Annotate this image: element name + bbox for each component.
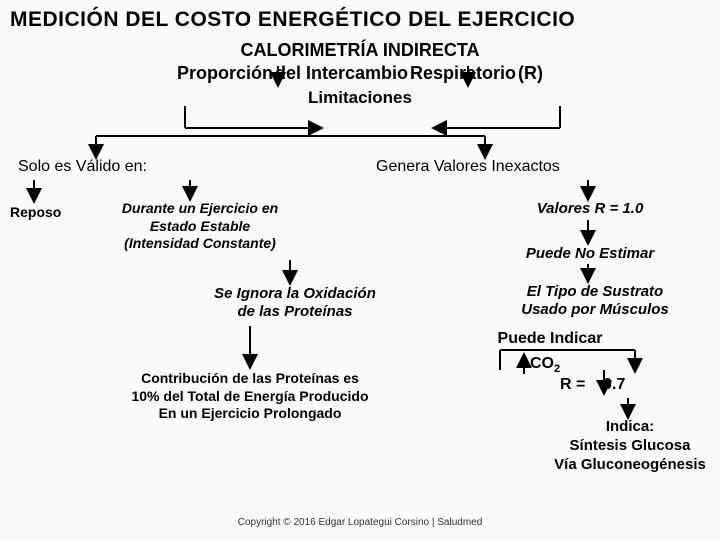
valores-r: Valores R = 1.0 [490, 200, 690, 217]
contrib-block: Contribución de las Proteínas es 10% del… [80, 370, 420, 423]
sub2-d: (R) [518, 63, 543, 83]
valid-label: Solo es Válido en: [18, 158, 147, 176]
indica-l2: Síntesis Glucosa [540, 437, 720, 456]
durante-l1: Durante un Ejercicio en [90, 200, 310, 218]
limitations-label: Limitaciones [0, 88, 720, 108]
sub2-b: del Intercambio [275, 63, 408, 83]
durante-block: Durante un Ejercicio en Estado Estable (… [90, 200, 310, 253]
contrib-l1: Contribución de las Proteínas es [80, 370, 420, 388]
subtitle-proporcion: Proporcióndel IntercambioRespiratorio(R) [0, 63, 720, 84]
indica-l1: Indica: [540, 418, 720, 437]
reposo-label: Reposo [10, 204, 61, 220]
co2-sub: 2 [554, 363, 560, 375]
sub2-a: Proporción [177, 63, 273, 83]
tipo-l2: Usado por Músculos [490, 301, 700, 319]
main-title: MEDICIÓN DEL COSTO ENERGÉTICO DEL EJERCI… [0, 0, 720, 32]
puede-indicar: Puede Indicar [470, 330, 630, 348]
copyright-text: Copyright © 2016 Edgar Lopategui Corsino… [0, 517, 720, 528]
puede-no-estimar: Puede No Estimar [490, 245, 690, 262]
r-07: R = 0.7 [560, 376, 625, 394]
contrib-l3: En un Ejercicio Prolongado [80, 405, 420, 423]
sub2-c: Respiratorio [410, 63, 516, 83]
indica-block: Indica: Síntesis Glucosa Vía Gluconeogén… [540, 418, 720, 474]
durante-l2: Estado Estable [90, 218, 310, 236]
co2-text: CO [530, 355, 554, 372]
tipo-sustrato: El Tipo de Sustrato Usado por Músculos [490, 283, 700, 319]
co2-label: CO2 [530, 355, 560, 375]
ignora-l1: Se Ignora la Oxidación [180, 285, 410, 303]
contrib-l2: 10% del Total de Energía Producido [80, 388, 420, 406]
ignora-l2: de las Proteínas [180, 303, 410, 321]
tipo-l1: El Tipo de Sustrato [490, 283, 700, 301]
ignora-block: Se Ignora la Oxidación de las Proteínas [180, 285, 410, 321]
indica-l3: Vía Gluconeogénesis [540, 456, 720, 475]
inaccurate-label: Genera Valores Inexactos [376, 158, 560, 176]
subtitle-calorimetria: CALORIMETRÍA INDIRECTA [0, 40, 720, 61]
durante-l3: (Intensidad Constante) [90, 235, 310, 253]
